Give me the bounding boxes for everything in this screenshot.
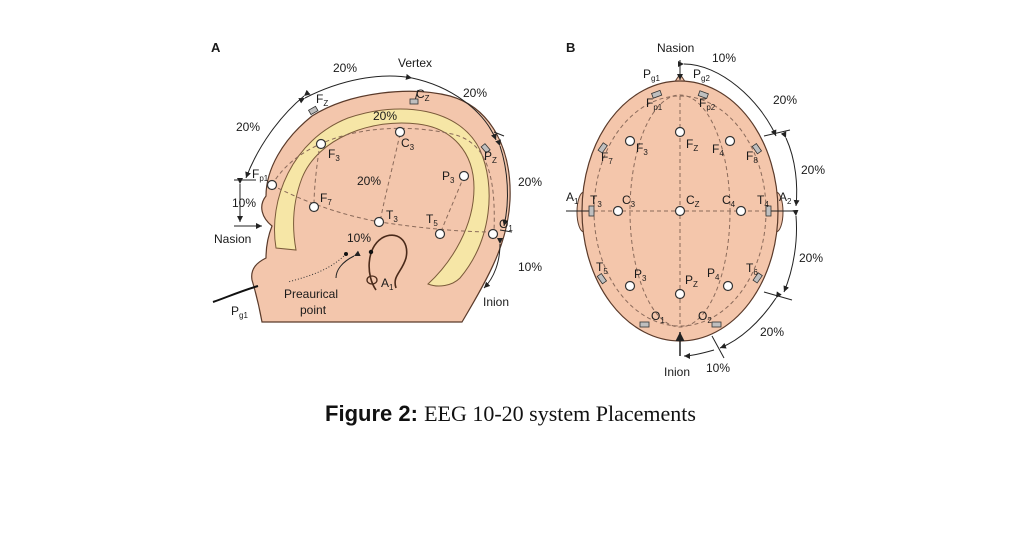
side-electrode-c3 [394, 126, 406, 138]
top-electrode-f7 [597, 142, 608, 154]
side-electrode-o1 [487, 228, 499, 240]
top-pct-r2: 20% [801, 163, 825, 177]
top-inion-label: Inion [664, 365, 690, 379]
top-pct-r4: 20% [760, 325, 784, 339]
top-pct-r3: 20% [799, 251, 823, 265]
top-label-c4: C4 [722, 193, 736, 209]
side-label-pz: PZ [484, 149, 497, 165]
top-label-f3: F3 [636, 141, 648, 157]
top-label-f7: F7 [601, 150, 613, 166]
top-electrode-c3 [612, 205, 624, 217]
top-electrode-f3 [624, 135, 636, 147]
top-pct-r1: 20% [773, 93, 797, 107]
top-electrode-c4 [735, 205, 747, 217]
top-electrode-t5 [596, 273, 608, 285]
side-label-o1: O1 [499, 217, 513, 233]
side-pct-top-right: 20% [463, 86, 487, 100]
top-label-pz: PZ [685, 273, 698, 289]
side-electrode-p3 [458, 170, 470, 182]
side-pct-inion-gap: 10% [518, 260, 542, 274]
side-label-c3: C3 [401, 136, 415, 152]
top-label-t5: T5 [596, 260, 608, 276]
top-electrode-fp1 [651, 89, 663, 99]
top-electrode-f4 [724, 135, 736, 147]
side-pct-mid: 20% [357, 174, 381, 188]
top-label-fz: FZ [686, 137, 698, 153]
top-label-f4: F4 [712, 142, 724, 158]
top-electrode-fp2 [697, 90, 709, 100]
top-view-panel: B [566, 40, 825, 379]
side-electrode-t5 [434, 228, 446, 240]
panel-b-label: B [566, 40, 575, 55]
top-label-p4: P4 [707, 266, 720, 282]
top-electrode-t3 [588, 205, 595, 217]
side-label-f7: F7 [320, 191, 332, 207]
side-pct-top-left: 20% [333, 61, 357, 75]
side-electrode-pz [480, 143, 491, 154]
side-inion-label: Inion [483, 295, 509, 309]
side-label-fp1: Fp1 [252, 167, 269, 183]
preauricular-label-line2: point [300, 303, 327, 317]
top-label-c3: C3 [622, 193, 636, 209]
top-label-t6: T6 [746, 261, 758, 277]
side-electrode-t3 [373, 216, 385, 228]
top-label-o2: O2 [698, 309, 712, 325]
top-electrode-f8 [751, 143, 763, 155]
side-pct-mid-top: 20% [373, 109, 397, 123]
top-label-cz: CZ [686, 193, 700, 209]
side-pct-preauricular: 10% [347, 231, 371, 245]
side-pct-left: 20% [236, 120, 260, 134]
top-label-a1: A1 [566, 190, 579, 206]
top-label-fp2: Fp2 [699, 96, 716, 112]
side-electrode-f3 [315, 138, 327, 150]
top-electrode-t6 [752, 272, 763, 284]
top-pct-top: 10% [712, 51, 736, 65]
top-electrode-pz [674, 288, 686, 300]
caption-figure-number: Figure 2: [325, 401, 418, 426]
side-pct-nasion-gap: 10% [232, 196, 256, 210]
top-nasion-label: Nasion [657, 41, 694, 55]
top-electrode-t4 [765, 205, 772, 217]
side-electrode-fz [307, 105, 319, 116]
side-electrode-cz [409, 98, 419, 105]
top-label-t4: T4 [757, 193, 769, 209]
top-electrode-p4 [722, 280, 734, 292]
figure-caption: Figure 2: EEG 10-20 system Placements [0, 401, 1021, 427]
top-electrode-o2 [711, 321, 722, 328]
vertex-label: Vertex [398, 56, 432, 70]
side-label-pg1: Pg1 [231, 304, 248, 320]
skull-band [274, 108, 490, 287]
top-label-f8: F8 [746, 149, 758, 165]
preauricular-label-line1: Preaurical [284, 287, 338, 301]
caption-text: EEG 10-20 system Placements [424, 401, 696, 426]
top-label-o1: O1 [651, 309, 665, 325]
side-view-panel: A [211, 40, 542, 323]
top-label-a2: A2 [779, 190, 792, 206]
side-label-p3: P3 [442, 169, 455, 185]
side-electrode-f7 [308, 201, 320, 213]
side-label-fz: FZ [316, 92, 328, 108]
top-label-p3: P3 [634, 267, 647, 283]
side-label-f3: F3 [328, 147, 340, 163]
side-pct-right: 20% [518, 175, 542, 189]
side-electrode-fp1 [266, 179, 278, 191]
top-electrode-p3 [624, 280, 636, 292]
side-label-t5: T5 [426, 212, 438, 228]
panel-a-label: A [211, 40, 221, 55]
top-label-fp1: Fp1 [646, 96, 663, 112]
side-label-t3: T3 [386, 208, 398, 224]
side-label-a1: A1 [381, 276, 394, 292]
top-electrode-cz [674, 205, 686, 217]
side-nasion-label: Nasion [214, 232, 251, 246]
top-label-t3: T3 [590, 193, 602, 209]
top-label-pg2: Pg2 [693, 67, 710, 83]
top-pct-bottom: 10% [706, 361, 730, 375]
side-label-cz: CZ [416, 87, 430, 103]
ear-outline [368, 234, 408, 291]
top-label-pg1: Pg1 [643, 67, 660, 83]
top-electrode-o1 [639, 321, 650, 328]
top-electrode-fz [674, 126, 686, 138]
